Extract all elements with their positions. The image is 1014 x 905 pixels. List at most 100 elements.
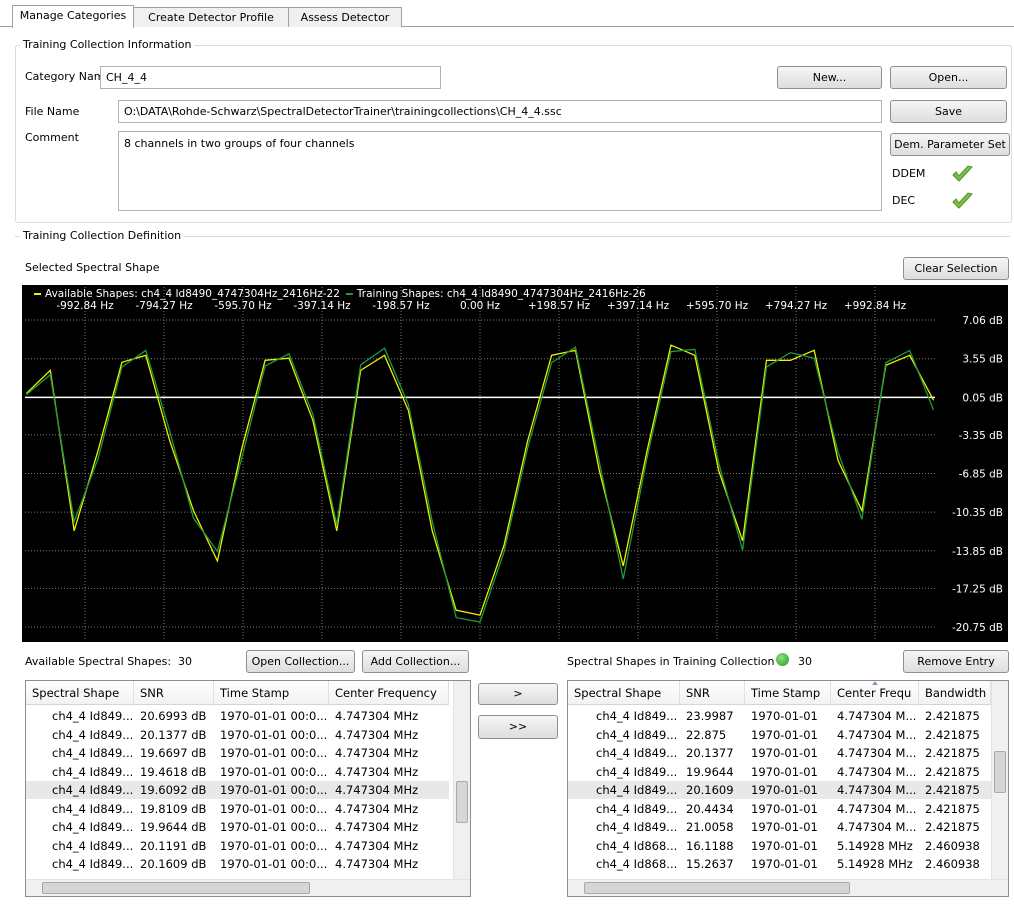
column-header[interactable]: Time Stamp — [214, 681, 329, 705]
table-cell[interactable]: 2.421875 kl — [925, 801, 980, 816]
button[interactable]: Add Collection... — [362, 650, 469, 673]
table-cell[interactable]: 1970-01-01 ... — [751, 783, 818, 797]
table-cell[interactable]: 21.0058 ... — [686, 820, 734, 834]
table-cell[interactable]: 20.1609 dB — [140, 857, 207, 871]
table-cell[interactable]: 4.747304 M... — [837, 746, 917, 760]
table-cell[interactable]: 19.9644 dB — [140, 820, 207, 834]
tab[interactable]: Assess Detector — [288, 7, 402, 27]
table-cell[interactable]: 4.747304 MHz — [335, 727, 419, 742]
table-cell[interactable]: ch4_4 Id849... — [52, 838, 134, 853]
button[interactable]: New... — [777, 66, 882, 89]
table-cell[interactable]: 5.14928 MHz — [837, 857, 913, 871]
table-cell[interactable]: 4.747304 MHz — [335, 783, 419, 797]
vertical-scrollbar[interactable] — [453, 681, 470, 879]
table-cell[interactable]: 23.9987 ... — [686, 709, 734, 723]
table-cell[interactable]: 2.421875 kl — [925, 764, 980, 779]
table-cell[interactable]: 4.747304 M... — [837, 727, 917, 742]
scroll-thumb[interactable] — [456, 781, 468, 823]
table-cell[interactable]: 16.1188 ... — [686, 838, 734, 853]
file-input[interactable]: O:\DATA\Rohde-Schwarz\SpectralDetectorTr… — [118, 100, 882, 123]
table-cell[interactable]: 4.747304 M... — [837, 764, 917, 779]
column-header[interactable]: Time Stamp — [745, 681, 831, 705]
table-cell[interactable]: 1970-01-01 00:0... — [220, 764, 328, 779]
table-cell[interactable]: 2.421875 kl — [925, 727, 980, 742]
table-cell[interactable]: 4.747304 MHz — [335, 709, 419, 723]
table-cell[interactable]: 5.14928 MHz — [837, 838, 913, 853]
table-cell[interactable]: 1970-01-01 00:0... — [220, 727, 328, 742]
scroll-thumb[interactable] — [42, 882, 311, 894]
table-cell[interactable]: 1970-01-01 00:0... — [220, 783, 328, 797]
table-cell[interactable]: 1970-01-01 ... — [751, 857, 818, 871]
table-cell[interactable]: 1970-01-01 00:0... — [220, 746, 328, 760]
table-cell[interactable]: ch4_4 Id849... — [52, 801, 134, 816]
table-cell[interactable]: 4.747304 MHz — [335, 801, 419, 816]
table-cell[interactable]: ch4_4 Id849... — [596, 727, 678, 742]
table-cell[interactable]: 4.747304 M... — [837, 801, 917, 816]
table-cell[interactable]: 19.4618 dB — [140, 764, 207, 779]
table-cell[interactable]: ch4_4 Id849... — [52, 783, 134, 797]
column-header[interactable]: Spectral Shape — [568, 681, 680, 705]
table-cell[interactable]: 2.421875 kl — [925, 709, 980, 723]
table-cell[interactable]: ch4_4 Id849... — [52, 764, 134, 779]
table-cell[interactable]: 4.747304 MHz — [335, 764, 419, 779]
table-cell[interactable]: 2.421875 kl — [925, 783, 980, 797]
button[interactable]: Dem. Parameter Set — [890, 133, 1010, 156]
table-cell[interactable]: 20.4434 ... — [686, 801, 734, 816]
tab[interactable]: Manage Categories — [12, 5, 134, 28]
table-cell[interactable]: 20.1377 dB — [140, 727, 207, 742]
tab[interactable]: Create Detector Profile — [133, 7, 289, 27]
table-cell[interactable]: 1970-01-01 ... — [751, 709, 818, 723]
table-cell[interactable]: 1970-01-01 00:0... — [220, 857, 328, 871]
table-cell[interactable]: 4.747304 MHz — [335, 820, 419, 834]
table-cell[interactable]: 4.747304 M... — [837, 783, 917, 797]
table-cell[interactable]: 19.6697 dB — [140, 746, 207, 760]
table-cell[interactable]: 20.6993 dB — [140, 709, 207, 723]
table-cell[interactable]: ch4_4 Id849... — [52, 746, 134, 760]
table-cell[interactable]: 1970-01-01 ... — [751, 727, 818, 742]
table-cell[interactable]: ch4_4 Id849... — [52, 857, 134, 871]
table-cell[interactable]: 1970-01-01 00:0... — [220, 838, 328, 853]
table-cell[interactable]: ch4_4 Id849... — [596, 801, 678, 816]
table-cell[interactable]: ch4_4 Id849... — [596, 709, 678, 723]
column-header[interactable]: Bandwidth — [919, 681, 991, 705]
table-cell[interactable]: 15.2637 ... — [686, 857, 734, 871]
table-cell[interactable]: ch4_4 Id849... — [596, 746, 678, 760]
table-cell[interactable]: 1970-01-01 00:0... — [220, 801, 328, 816]
button[interactable]: Remove Entry — [903, 650, 1009, 673]
column-header[interactable]: Center Frequency — [329, 681, 449, 705]
table-cell[interactable]: ch4_4 Id868... — [596, 857, 678, 871]
table-cell[interactable]: ch4_4 Id849... — [596, 783, 678, 797]
comment-input[interactable]: 8 channels in two groups of four channel… — [118, 131, 882, 211]
table-cell[interactable]: 1970-01-01 00:0... — [220, 820, 328, 834]
table-cell[interactable]: 2.460938 kl — [925, 838, 980, 853]
table-cell[interactable]: ch4_4 Id849... — [52, 727, 134, 742]
table-cell[interactable]: 2.460938 kl — [925, 857, 980, 871]
table-cell[interactable]: ch4_4 Id849... — [52, 820, 134, 834]
table-cell[interactable]: 4.747304 MHz — [335, 838, 419, 853]
button[interactable]: Open Collection... — [246, 650, 355, 673]
table-cell[interactable]: 1970-01-01 ... — [751, 801, 818, 816]
table-cell[interactable]: 2.421875 kl — [925, 746, 980, 760]
table-cell[interactable]: ch4_4 Id849... — [596, 820, 678, 834]
category-input[interactable]: CH_4_4 — [100, 66, 441, 89]
column-header[interactable]: SNR — [134, 681, 214, 705]
table-cell[interactable]: 19.6092 dB — [140, 783, 207, 797]
table-cell[interactable]: 20.1377 ... — [686, 746, 734, 760]
table-cell[interactable]: 4.747304 MHz — [335, 857, 419, 871]
table-cell[interactable]: 4.747304 MHz — [335, 746, 419, 760]
table-cell[interactable]: 20.1191 dB — [140, 838, 207, 853]
scroll-thumb[interactable] — [994, 751, 1006, 793]
button[interactable]: Clear Selection — [903, 257, 1009, 280]
column-header[interactable]: Center Frequ — [831, 681, 919, 705]
table-cell[interactable]: 1970-01-01 ... — [751, 746, 818, 760]
table-cell[interactable]: 19.8109 dB — [140, 801, 207, 816]
table-cell[interactable]: 1970-01-01 ... — [751, 838, 818, 853]
table-cell[interactable]: 20.1609 ... — [686, 783, 734, 797]
table-cell[interactable]: ch4_4 Id849... — [596, 764, 678, 779]
button[interactable]: > — [478, 683, 558, 705]
button[interactable]: Save — [890, 100, 1007, 123]
table-cell[interactable]: 1970-01-01 ... — [751, 764, 818, 779]
table-cell[interactable]: 4.747304 M... — [837, 820, 917, 834]
table-cell[interactable]: 19.9644 ... — [686, 764, 734, 779]
table-cell[interactable]: 1970-01-01 ... — [751, 820, 818, 834]
